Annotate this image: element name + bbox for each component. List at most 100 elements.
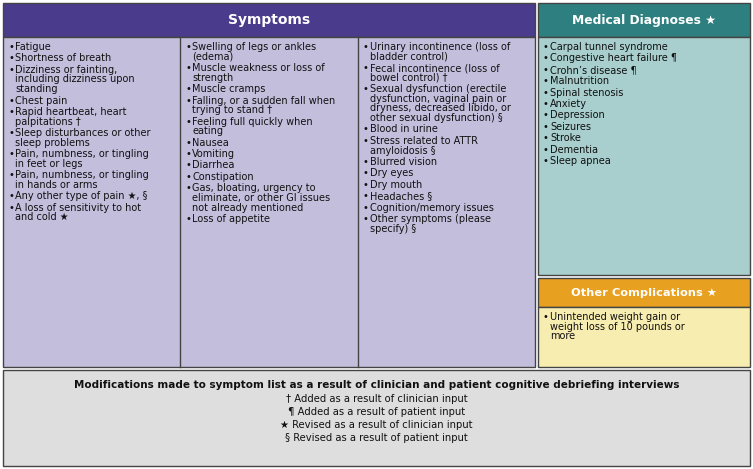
Text: Headaches §: Headaches § — [370, 191, 432, 201]
Bar — [538, 278, 750, 307]
Text: •: • — [543, 144, 549, 155]
Text: Pain, numbness, or tingling: Pain, numbness, or tingling — [15, 149, 149, 159]
Text: •: • — [363, 63, 368, 73]
Text: bowel control) †: bowel control) † — [370, 73, 447, 83]
Text: other sexual dysfunction) §: other sexual dysfunction) § — [370, 113, 502, 123]
Text: Stress related to ATTR: Stress related to ATTR — [370, 136, 477, 146]
Text: Loss of appetite: Loss of appetite — [192, 214, 270, 224]
Text: Anxiety: Anxiety — [550, 99, 587, 109]
Text: •: • — [543, 110, 549, 121]
Text: •: • — [543, 76, 549, 86]
Text: A loss of sensitivity to hot: A loss of sensitivity to hot — [15, 203, 141, 212]
Bar — [538, 3, 750, 37]
Text: •: • — [363, 124, 368, 135]
Text: in hands or arms: in hands or arms — [15, 180, 97, 190]
Text: Dry mouth: Dry mouth — [370, 180, 422, 190]
Text: Symptoms: Symptoms — [228, 13, 310, 27]
Text: •: • — [543, 99, 549, 109]
Text: Carpal tunnel syndrome: Carpal tunnel syndrome — [550, 42, 668, 52]
Text: trying to stand †: trying to stand † — [192, 105, 273, 115]
Text: Seizures: Seizures — [550, 122, 591, 132]
Text: more: more — [550, 331, 575, 341]
Bar — [3, 3, 535, 37]
Text: •: • — [185, 63, 191, 73]
Text: Spinal stenosis: Spinal stenosis — [550, 88, 623, 98]
Text: •: • — [8, 96, 14, 106]
Text: Feeling full quickly when: Feeling full quickly when — [192, 117, 313, 127]
Text: Malnutrition: Malnutrition — [550, 76, 609, 86]
Text: •: • — [543, 122, 549, 132]
Text: •: • — [543, 156, 549, 166]
Text: Stroke: Stroke — [550, 133, 581, 143]
Text: and cold ★: and cold ★ — [15, 212, 69, 222]
Text: •: • — [8, 191, 14, 201]
Text: Chest pain: Chest pain — [15, 96, 67, 106]
Text: •: • — [185, 117, 191, 127]
Text: § Revised as a result of patient input: § Revised as a result of patient input — [285, 433, 468, 443]
Text: •: • — [543, 312, 549, 322]
Text: Cognition/memory issues: Cognition/memory issues — [370, 203, 493, 212]
Text: Congestive heart failure ¶: Congestive heart failure ¶ — [550, 53, 677, 63]
Text: •: • — [185, 149, 191, 159]
Text: Swelling of legs or ankles: Swelling of legs or ankles — [192, 42, 316, 52]
Bar — [3, 370, 750, 466]
Text: ¶ Added as a result of patient input: ¶ Added as a result of patient input — [288, 407, 465, 417]
Text: Depression: Depression — [550, 110, 605, 121]
Text: Other Complications ★: Other Complications ★ — [571, 287, 717, 297]
Text: sleep problems: sleep problems — [15, 137, 90, 148]
Text: Muscle cramps: Muscle cramps — [192, 84, 266, 94]
Text: specify) §: specify) § — [370, 224, 416, 234]
Text: •: • — [363, 136, 368, 146]
Text: Sleep apnea: Sleep apnea — [550, 156, 611, 166]
Text: •: • — [8, 65, 14, 75]
Text: eliminate, or other GI issues: eliminate, or other GI issues — [192, 193, 331, 203]
Text: Falling, or a sudden fall when: Falling, or a sudden fall when — [192, 96, 336, 106]
Text: Fatigue: Fatigue — [15, 42, 50, 52]
Text: •: • — [185, 84, 191, 94]
Text: Diarrhea: Diarrhea — [192, 160, 235, 170]
Text: •: • — [8, 128, 14, 138]
Text: •: • — [543, 53, 549, 63]
Text: Sexual dysfunction (erectile: Sexual dysfunction (erectile — [370, 84, 506, 94]
Text: •: • — [185, 172, 191, 182]
Text: •: • — [8, 107, 14, 117]
Text: •: • — [543, 42, 549, 52]
Text: Blood in urine: Blood in urine — [370, 124, 437, 135]
Text: •: • — [363, 203, 368, 212]
Text: weight loss of 10 pounds or: weight loss of 10 pounds or — [550, 322, 684, 332]
Text: •: • — [363, 157, 368, 167]
Text: •: • — [363, 84, 368, 94]
Text: •: • — [8, 170, 14, 180]
Text: Shortness of breath: Shortness of breath — [15, 53, 111, 63]
Text: Pain, numbness, or tingling: Pain, numbness, or tingling — [15, 170, 149, 180]
Text: in feet or legs: in feet or legs — [15, 159, 83, 169]
Text: Rapid heartbeat, heart: Rapid heartbeat, heart — [15, 107, 127, 117]
Text: Dementia: Dementia — [550, 144, 598, 155]
Text: including dizziness upon: including dizziness upon — [15, 75, 135, 84]
Text: palpitations †: palpitations † — [15, 117, 81, 127]
Text: Sleep disturbances or other: Sleep disturbances or other — [15, 128, 151, 138]
Text: dysfunction, vaginal pain or: dysfunction, vaginal pain or — [370, 94, 506, 104]
Text: •: • — [8, 42, 14, 52]
Text: •: • — [185, 214, 191, 224]
Text: Modifications made to symptom list as a result of clinician and patient cognitiv: Modifications made to symptom list as a … — [74, 380, 679, 390]
Text: •: • — [363, 168, 368, 178]
Text: Medical Diagnoses ★: Medical Diagnoses ★ — [572, 14, 716, 27]
Bar — [3, 37, 535, 367]
Text: Vomiting: Vomiting — [192, 149, 236, 159]
Text: † Added as a result of clinician input: † Added as a result of clinician input — [285, 394, 468, 404]
Text: •: • — [363, 191, 368, 201]
Text: Constipation: Constipation — [192, 172, 254, 182]
Text: •: • — [363, 214, 368, 224]
Text: •: • — [185, 183, 191, 193]
Text: •: • — [543, 65, 549, 75]
Text: Nausea: Nausea — [192, 137, 229, 148]
Text: •: • — [363, 180, 368, 190]
Text: •: • — [185, 137, 191, 148]
Text: ★ Revised as a result of clinician input: ★ Revised as a result of clinician input — [280, 420, 473, 430]
Text: Muscle weakness or loss of: Muscle weakness or loss of — [192, 63, 325, 73]
Text: Dizziness or fainting,: Dizziness or fainting, — [15, 65, 117, 75]
Text: Unintended weight gain or: Unintended weight gain or — [550, 312, 680, 322]
Text: •: • — [543, 133, 549, 143]
Text: •: • — [8, 149, 14, 159]
